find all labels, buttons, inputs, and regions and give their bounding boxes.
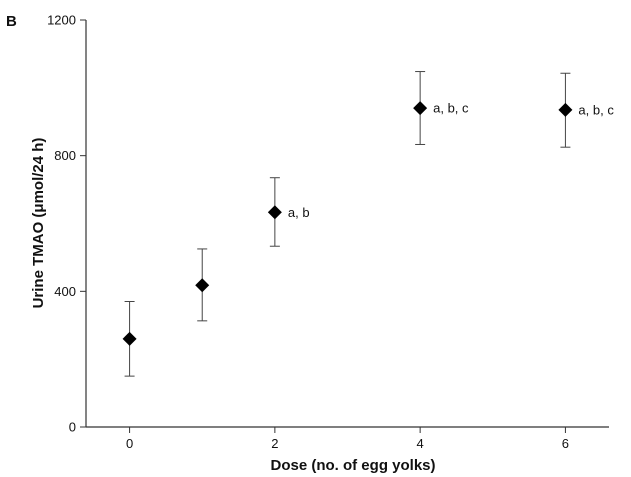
y-tick-label: 800 <box>54 148 76 163</box>
data-point-diamond <box>122 331 137 346</box>
x-tick-label: 4 <box>417 436 424 451</box>
x-ticks: 0 2 4 6 <box>126 427 569 451</box>
data-point-diamond <box>413 101 428 116</box>
panel-label: B <box>6 13 17 30</box>
x-tick-label: 2 <box>271 436 278 451</box>
y-axis-title: Urine TMAO (μmol/24 h) <box>30 138 47 309</box>
y-ticks: 0 400 800 1200 <box>47 13 86 435</box>
axes <box>85 20 609 428</box>
significance-annotation: a, b, c <box>578 102 614 117</box>
data-points: a, b a, b, c a, b, c <box>122 71 614 377</box>
data-point-diamond <box>267 205 282 220</box>
y-tick-label: 0 <box>69 420 76 435</box>
data-point-diamond <box>195 278 210 293</box>
significance-annotation: a, b <box>288 205 310 220</box>
x-axis-title: Dose (no. of egg yolks) <box>270 457 435 474</box>
x-tick-label: 6 <box>562 436 569 451</box>
significance-annotation: a, b, c <box>433 101 469 116</box>
y-tick-label: 1200 <box>47 13 76 28</box>
y-tick-label: 400 <box>54 284 76 299</box>
data-point-diamond <box>558 102 573 117</box>
x-tick-label: 0 <box>126 436 133 451</box>
